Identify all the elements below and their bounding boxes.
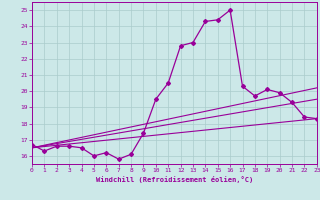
X-axis label: Windchill (Refroidissement éolien,°C): Windchill (Refroidissement éolien,°C) <box>96 176 253 183</box>
